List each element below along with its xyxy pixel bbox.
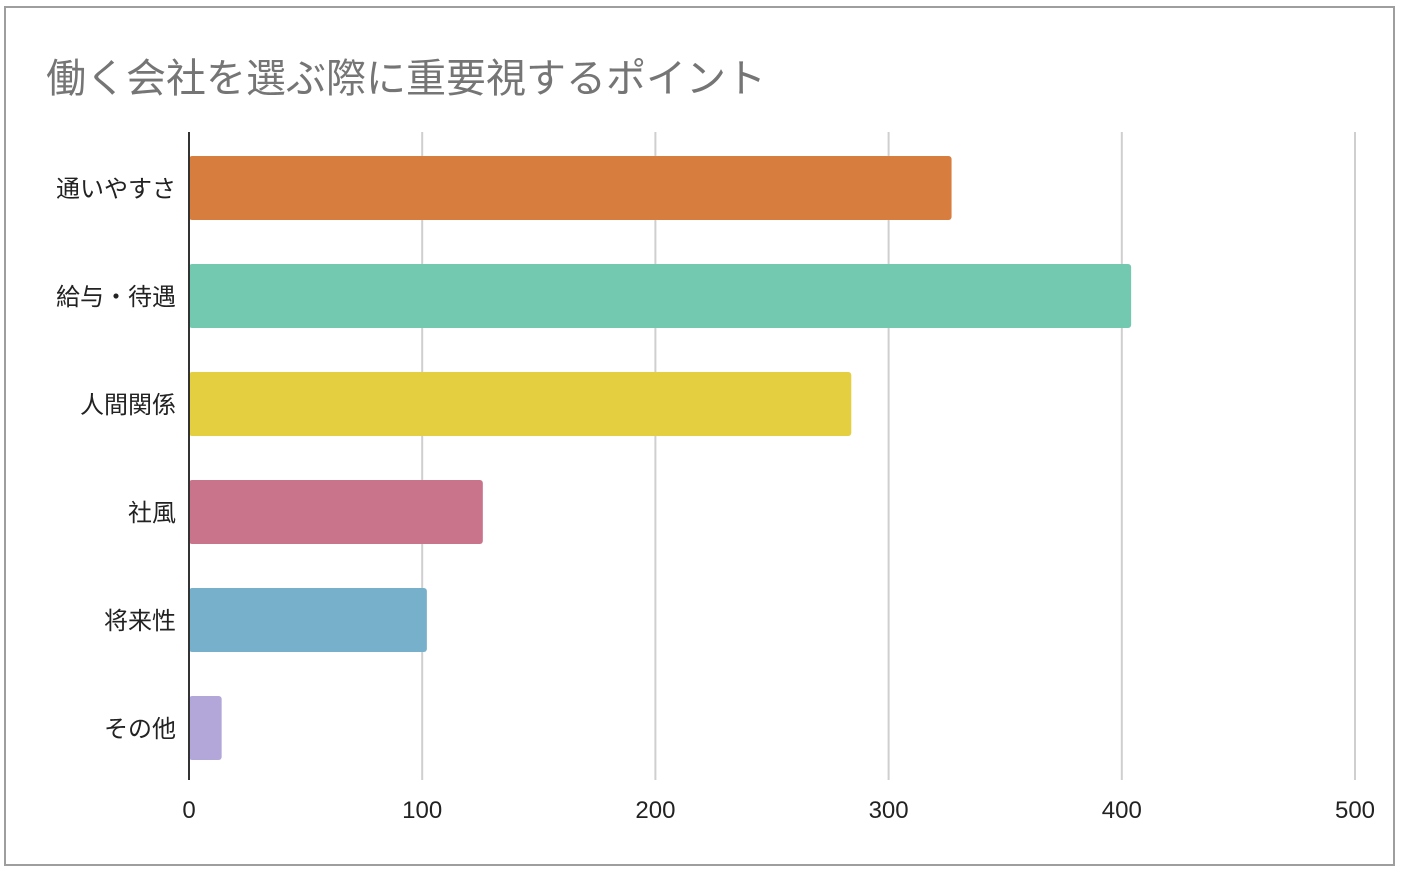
x-tick-label: 400 bbox=[1102, 797, 1142, 824]
category-label: その他 bbox=[104, 715, 176, 743]
bars bbox=[189, 156, 1132, 760]
bar-6 bbox=[189, 696, 222, 760]
x-tick-label: 300 bbox=[869, 797, 909, 824]
x-tick-labels: 0 100 200 300 400 500 bbox=[182, 797, 1375, 824]
x-tick-label: 100 bbox=[402, 797, 442, 824]
category-label: 人間関係 bbox=[80, 391, 176, 419]
x-tick-label: 500 bbox=[1335, 797, 1375, 824]
category-label: 社風 bbox=[128, 499, 176, 527]
bar-2 bbox=[189, 264, 1132, 328]
category-label: 将来性 bbox=[104, 607, 176, 635]
bar-3 bbox=[189, 372, 852, 436]
x-tick-label: 0 bbox=[182, 797, 195, 824]
gridlines bbox=[421, 132, 1356, 780]
bar-5 bbox=[189, 588, 427, 652]
category-label: 給与・待遇 bbox=[56, 283, 176, 311]
bar-1 bbox=[189, 156, 952, 220]
chart-title: 働く会社を選ぶ際に重要視するポイント bbox=[46, 56, 766, 102]
category-label: 通いやすさ bbox=[56, 175, 176, 203]
x-tick-label: 200 bbox=[635, 797, 675, 824]
bar-4 bbox=[189, 480, 483, 544]
